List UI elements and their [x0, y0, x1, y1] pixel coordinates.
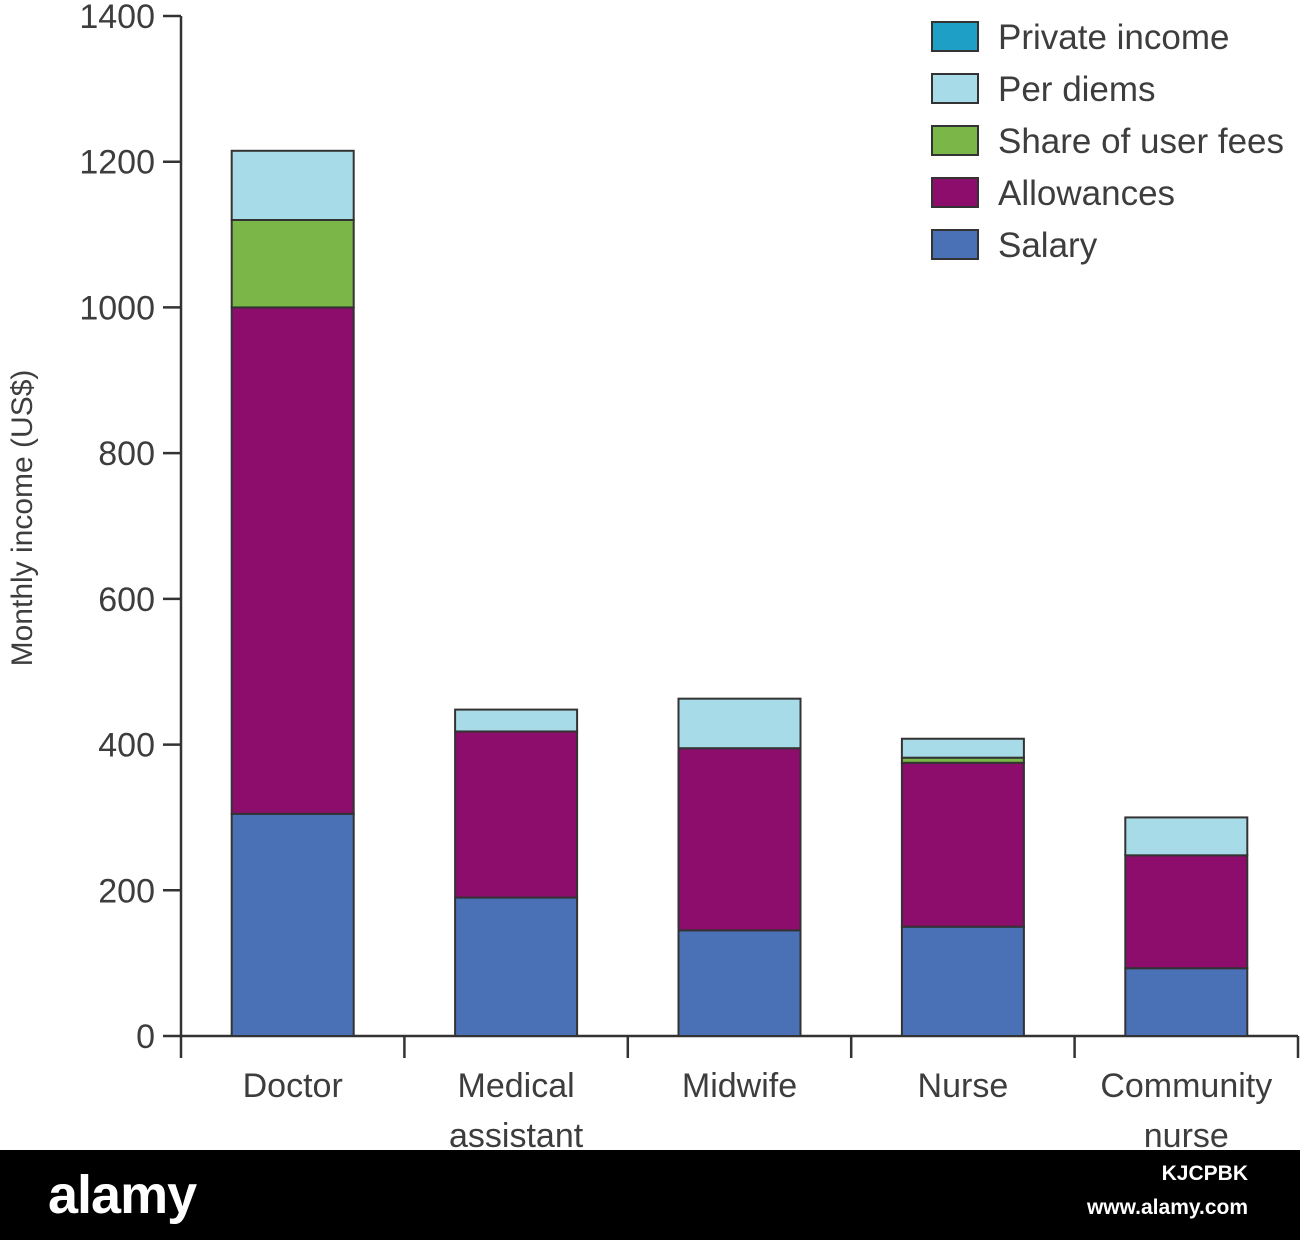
bar-segment-salary: [454, 896, 579, 1037]
legend-swatch: [931, 229, 979, 260]
category-label: Doctor: [243, 1067, 343, 1105]
legend-swatch: [931, 125, 979, 156]
category-label: Medical assistant: [449, 1067, 584, 1150]
legend-label: Per diems: [998, 70, 1156, 109]
bar-segment-per-diems: [454, 708, 579, 733]
legend-swatch: [931, 21, 979, 52]
legend-swatch: [931, 177, 979, 208]
bar-segment-salary: [677, 929, 802, 1037]
watermark-footer: alamy KJCPBK www.alamy.com: [0, 1150, 1300, 1240]
y-axis-label: Monthly income (US$): [6, 370, 39, 667]
bar-segment-per-diems: [230, 149, 355, 222]
bar-segment-allowances: [230, 306, 355, 815]
bar-segment-per-diems: [900, 737, 1025, 759]
category-labels: Doctor Medical assistant Midwife Nurse Commun…: [243, 1067, 1273, 1150]
bar-segment-salary: [1124, 967, 1249, 1037]
watermark-url: www.alamy.com: [1086, 1196, 1248, 1219]
y-tick-label: 0: [136, 1018, 155, 1056]
bar-segment-allowances: [454, 730, 579, 899]
bar-segment-allowances: [900, 761, 1025, 928]
legend: Private income Per diems Share of user fee…: [931, 18, 1284, 265]
legend-swatch: [931, 73, 979, 104]
y-tick-label: 200: [98, 872, 155, 910]
y-tick-label: 400: [98, 727, 155, 765]
y-tick-label: 1200: [79, 144, 155, 182]
y-tick-label: 1000: [79, 289, 155, 327]
bar-stacks: [230, 149, 1249, 1038]
category-label: Midwife: [682, 1067, 797, 1105]
category-label: Nurse: [918, 1067, 1009, 1105]
image-id: KJCPBK: [1161, 1162, 1248, 1185]
alamy-logo: alamy: [48, 1165, 197, 1225]
legend-label: Salary: [998, 226, 1098, 265]
bar-segment-share-of-user-fees: [230, 219, 355, 309]
bar-segment-salary: [900, 925, 1025, 1038]
bar-segment-allowances: [677, 747, 802, 932]
legend-label: Private income: [998, 18, 1229, 57]
bar-segment-per-diems: [1124, 816, 1249, 857]
category-label: Community nurse: [1100, 1067, 1272, 1150]
y-tick-label: 800: [98, 435, 155, 473]
bar-segment-per-diems: [677, 697, 802, 750]
legend-label: Share of user fees: [998, 122, 1284, 161]
bar-segment-allowances: [1124, 854, 1249, 970]
y-tick-label: 600: [98, 581, 155, 619]
legend-label: Allowances: [998, 174, 1175, 213]
y-axis-ticks: 0 200 400 600 800 1000 1200 1400: [79, 0, 181, 1056]
stacked-bar-chart: Monthly income (US$) 0 200 400 600 800 1000 12…: [6, 0, 1300, 1150]
x-axis-ticks: [179, 1036, 1300, 1058]
bar-segment-salary: [230, 812, 355, 1037]
y-tick-label: 1400: [79, 0, 155, 36]
